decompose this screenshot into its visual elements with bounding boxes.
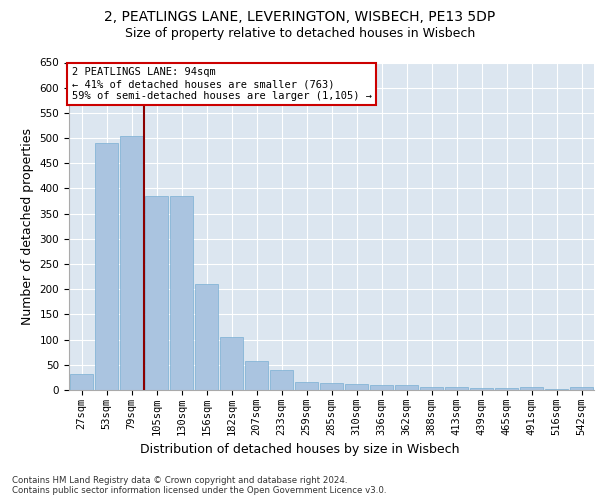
Y-axis label: Number of detached properties: Number of detached properties (21, 128, 34, 325)
Bar (370, 386, 393, 390)
Bar (170, 196, 193, 390)
Bar (270, 370, 293, 390)
Bar (345, 384, 368, 390)
Text: Contains HM Land Registry data © Crown copyright and database right 2024.
Contai: Contains HM Land Registry data © Crown c… (12, 476, 386, 495)
Bar (520, 388, 543, 390)
Bar (395, 386, 418, 390)
Bar (570, 388, 593, 390)
Bar (545, 389, 568, 390)
Bar (70, 374, 93, 390)
Text: 2 PEATLINGS LANE: 94sqm
← 41% of detached houses are smaller (763)
59% of semi-d: 2 PEATLINGS LANE: 94sqm ← 41% of detache… (71, 68, 371, 100)
Bar (195, 284, 218, 390)
Bar (420, 387, 443, 390)
Text: Distribution of detached houses by size in Wisbech: Distribution of detached houses by size … (140, 442, 460, 456)
Bar (95, 143, 118, 390)
Bar (120, 136, 143, 390)
Bar (320, 383, 343, 390)
Bar (145, 196, 168, 390)
Text: Size of property relative to detached houses in Wisbech: Size of property relative to detached ho… (125, 28, 475, 40)
Text: 2, PEATLINGS LANE, LEVERINGTON, WISBECH, PE13 5DP: 2, PEATLINGS LANE, LEVERINGTON, WISBECH,… (104, 10, 496, 24)
Bar (220, 337, 243, 390)
Bar (245, 361, 268, 390)
Bar (295, 382, 318, 390)
Bar (445, 388, 468, 390)
Bar (495, 388, 518, 390)
Bar (470, 388, 493, 390)
